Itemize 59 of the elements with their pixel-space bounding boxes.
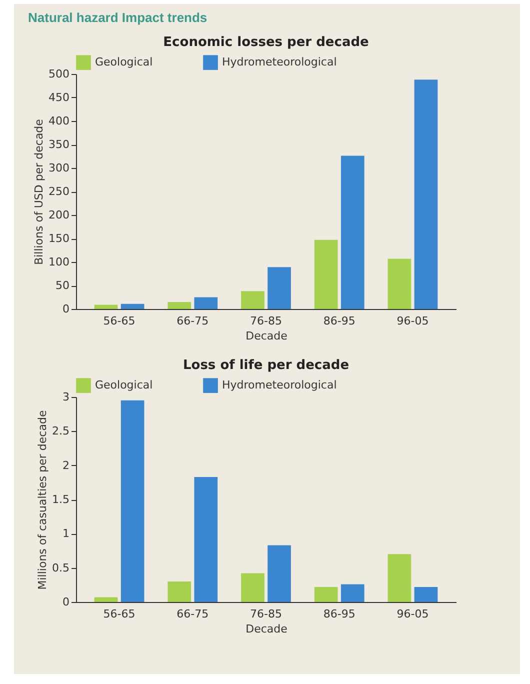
x-tick-label: 96-05 bbox=[396, 608, 429, 620]
bar bbox=[120, 400, 144, 602]
y-tick-label: 200 bbox=[48, 208, 70, 222]
y-tick-label: 50 bbox=[56, 279, 70, 292]
x-tick-label: 86-95 bbox=[323, 314, 356, 328]
y-tick-label: 350 bbox=[48, 138, 70, 151]
bar bbox=[94, 597, 118, 602]
chart-title: Natural hazard Impact trends bbox=[28, 10, 208, 25]
x-axis-title: Decade bbox=[246, 330, 288, 342]
chart-title: Loss of life per decade bbox=[182, 358, 350, 373]
x-tick-label: 76-85 bbox=[250, 608, 282, 620]
bar bbox=[414, 586, 438, 602]
x-tick-label: 56-65 bbox=[103, 314, 136, 328]
legend-label: Hydrometeorological bbox=[222, 56, 337, 69]
x-tick-label: 96-05 bbox=[396, 314, 429, 328]
bar bbox=[194, 476, 218, 602]
bar bbox=[314, 240, 338, 309]
y-tick-label: 1 bbox=[62, 527, 70, 540]
x-tick-label: 56-65 bbox=[103, 608, 136, 620]
bar bbox=[268, 267, 291, 309]
bar bbox=[94, 304, 118, 309]
bar bbox=[388, 258, 412, 309]
y-tick-label: 300 bbox=[48, 162, 70, 174]
legend-label: Hydrometeorological bbox=[222, 378, 337, 392]
y-tick-label: 2.5 bbox=[52, 424, 70, 438]
legend-label: Geological bbox=[95, 378, 153, 392]
y-tick-label: 0 bbox=[62, 302, 70, 316]
bar bbox=[241, 291, 264, 309]
bar bbox=[388, 554, 412, 602]
y-tick-label: 450 bbox=[48, 91, 70, 104]
x-tick-label: 76-85 bbox=[250, 314, 282, 328]
legend-label: Geological bbox=[95, 56, 153, 69]
y-tick-label: 0.5 bbox=[52, 561, 70, 574]
bar bbox=[268, 545, 291, 602]
x-axis-title: Decade bbox=[246, 622, 288, 636]
x-tick-label: 86-95 bbox=[323, 608, 356, 620]
y-tick-label: 0 bbox=[62, 596, 70, 608]
y-tick-label: 3 bbox=[62, 390, 70, 404]
bar bbox=[414, 80, 438, 309]
y-tick-label: 2 bbox=[62, 458, 70, 472]
bar bbox=[340, 584, 364, 602]
y-tick-label: 1.5 bbox=[52, 493, 70, 506]
y-tick-label: 500 bbox=[48, 68, 70, 80]
y-tick-label: 100 bbox=[48, 256, 70, 268]
y-tick-label: 400 bbox=[48, 114, 70, 128]
bar bbox=[168, 302, 192, 309]
x-tick-label: 66-75 bbox=[176, 608, 209, 620]
y-axis-title: Millions of casualties per decade bbox=[36, 410, 50, 590]
y-axis-title: Billions of USD per decade bbox=[32, 118, 46, 265]
bar bbox=[120, 304, 144, 309]
bar bbox=[194, 297, 218, 309]
x-tick-label: 66-75 bbox=[176, 314, 209, 328]
bar bbox=[314, 586, 338, 602]
bar bbox=[168, 582, 192, 602]
chart-subtitle: Economic losses per decade bbox=[163, 35, 370, 50]
bar bbox=[241, 573, 264, 602]
bar bbox=[340, 156, 364, 309]
y-tick-label: 250 bbox=[48, 185, 70, 198]
y-tick-label: 150 bbox=[48, 232, 70, 245]
